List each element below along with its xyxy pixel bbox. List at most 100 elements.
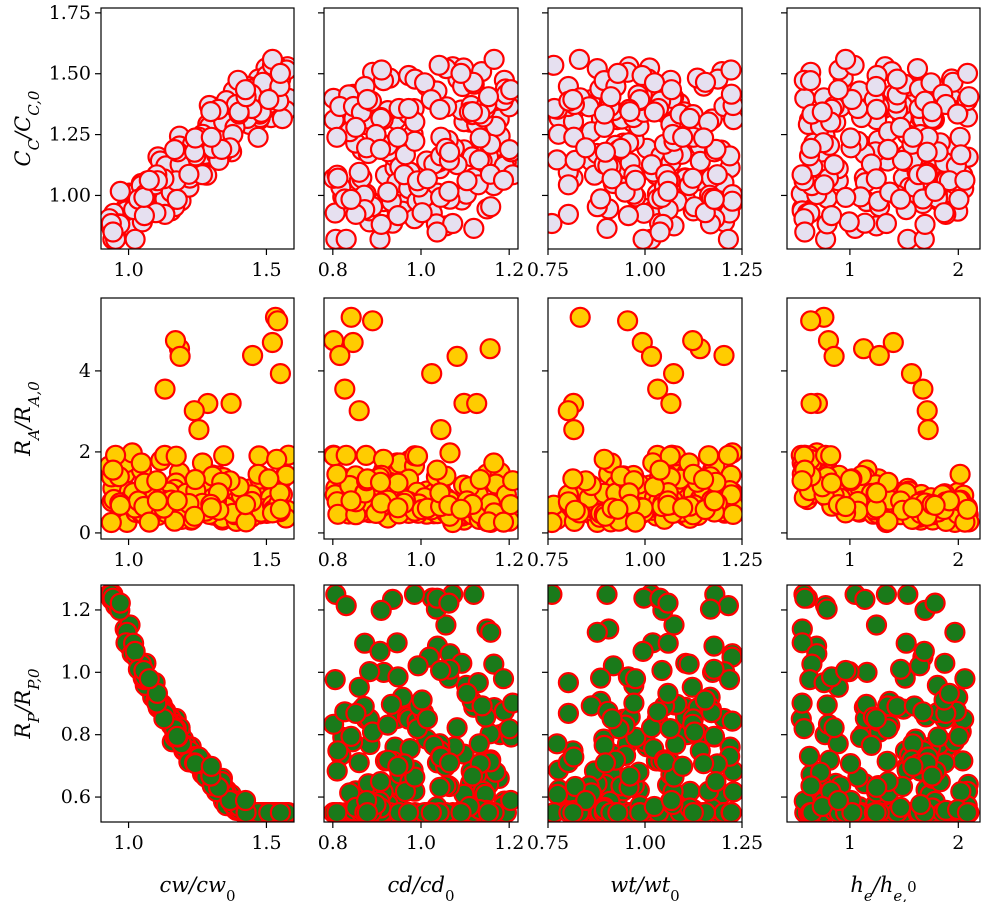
data-point [682,330,704,352]
data-point [435,614,457,636]
data-point [694,689,716,711]
data-point [791,692,813,714]
data-point [924,180,946,202]
y-tick-label: 1.00 [49,184,91,206]
x-tick-label: 1.5 [251,259,281,281]
data-point [914,213,936,235]
x-tick-label: 1.2 [494,832,524,854]
data-point [607,498,629,520]
data-point [927,726,949,748]
data-point [657,632,679,654]
data-point [348,676,370,698]
data-point [958,86,980,108]
data-point [335,228,357,249]
data-point [166,188,188,210]
data-point [876,750,898,772]
data-point [933,202,955,224]
data-point [720,59,742,81]
data-point [471,695,493,717]
data-point [269,363,291,385]
data-point [934,652,956,674]
markers-r0-c2 [548,48,742,249]
markers-r1-c3 [790,306,980,534]
data-point [856,661,878,684]
data-point [266,448,288,470]
data-point [492,169,515,191]
data-point [794,221,816,243]
data-point [483,653,505,675]
x-tick-label: 1.0 [113,832,143,854]
data-point [902,126,924,148]
markers-r0-c1 [324,48,518,249]
data-point [617,205,640,227]
x-tick-label: 1.0 [406,549,436,571]
data-point [601,708,623,730]
data-point [247,126,269,148]
data-point [258,88,280,111]
data-point [483,48,505,71]
data-point [682,802,704,822]
data-point [326,760,348,782]
data-point [184,505,206,527]
data-point [109,494,131,516]
data-point [480,196,502,218]
data-point [791,470,813,492]
data-point [483,452,505,474]
data-point [469,468,491,491]
data-point [624,169,647,191]
data-point [340,725,362,748]
data-point [438,592,460,614]
data-point [557,671,580,694]
data-point [800,392,822,415]
x-tick-label: 1.0 [113,259,143,281]
data-point [575,789,597,812]
data-point [398,802,420,822]
data-point [340,490,362,512]
data-point [705,770,727,793]
data-point [944,621,966,643]
data-point [924,494,946,516]
data-point [692,127,715,149]
data-point [889,796,912,819]
data-point [649,221,671,243]
data-point [841,802,863,822]
y-tick-label: 4 [79,360,91,382]
data-point [660,789,683,812]
data-point [865,75,887,98]
x-tick-label: 1.0 [113,549,143,571]
data-point [643,101,665,123]
data-point [672,497,694,519]
data-point [720,83,742,105]
data-point [835,186,857,208]
x-tick-label: 1.25 [721,832,763,854]
data-point [956,62,979,85]
data-point [188,419,210,441]
data-point [387,755,409,778]
data-point [242,344,264,367]
x-tick-label: 0.75 [527,259,569,281]
data-point [699,598,722,620]
data-point [184,468,206,491]
data-point [269,802,291,822]
data-point [340,306,362,328]
data-point [717,228,739,249]
data-point [548,149,568,171]
y-axis-label-0: CC/CC,0 [11,90,43,166]
data-point [461,100,483,123]
y-axis-label-2: RP/RP,0 [11,668,43,740]
panel-frame-r1-c3 [786,297,981,540]
data-point [564,499,586,521]
data-point [235,511,257,533]
data-point [799,69,822,92]
y-axis-label-1: RA/RA,0 [11,381,43,457]
data-point [697,445,720,467]
data-point [891,149,914,171]
data-point [672,126,694,148]
data-point [356,802,378,822]
data-point [335,594,357,617]
data-point [868,344,890,367]
data-point [895,632,917,654]
markers-r1-c1 [324,306,518,534]
data-point [326,802,348,822]
